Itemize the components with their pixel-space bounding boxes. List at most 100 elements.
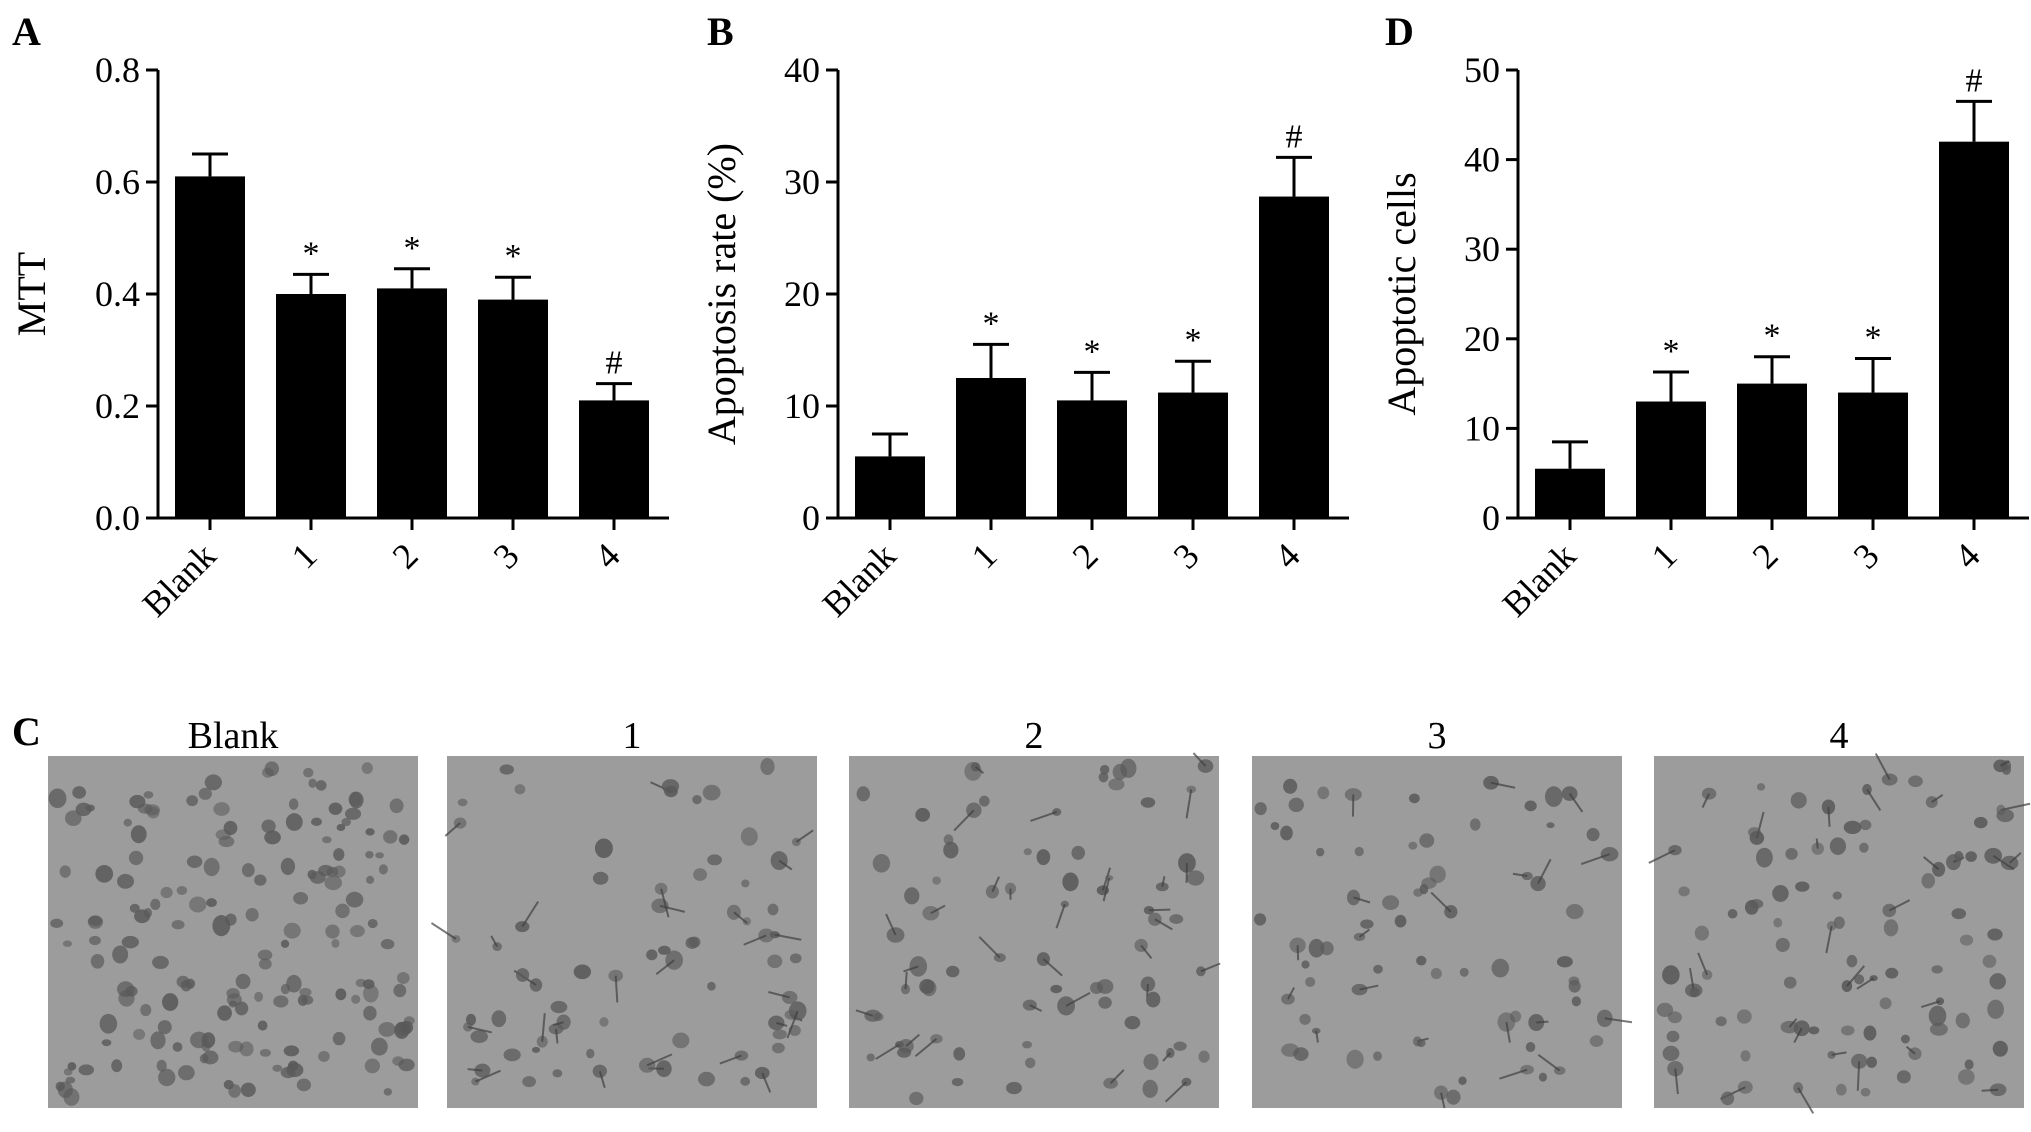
cell-blob — [1992, 1040, 2008, 1057]
cell-process — [1568, 792, 1584, 813]
cell-blob — [1885, 967, 1899, 979]
cell-blob — [349, 791, 364, 809]
cell-process — [1793, 1027, 1803, 1044]
cell-process — [1102, 877, 1111, 902]
cell-blob — [150, 898, 161, 910]
x-tick-label: 3 — [486, 535, 527, 576]
cell-process — [1055, 903, 1066, 929]
cell-process — [1042, 958, 1063, 977]
cell-blob — [1666, 1030, 1680, 1043]
cell-blob — [371, 1037, 388, 1056]
cell-process — [467, 1025, 493, 1034]
cell-blob — [171, 919, 185, 930]
cell-blob — [147, 806, 160, 819]
cell-blob — [383, 1088, 392, 1096]
significance-mark: * — [1084, 333, 1101, 370]
cell-blob — [1662, 965, 1680, 985]
cell-process — [1154, 918, 1173, 931]
y-tick-label: 10 — [1464, 408, 1500, 448]
cell-process — [875, 1043, 901, 1060]
cell-blob — [129, 903, 140, 913]
cell-blob — [1987, 928, 2003, 941]
cell-blob — [1006, 1081, 1022, 1095]
cell-blob — [1556, 956, 1573, 968]
cell-process — [1161, 876, 1166, 887]
cell-blob — [1413, 888, 1423, 897]
bar-blank — [1535, 468, 1605, 518]
cell-blob — [1169, 914, 1184, 924]
cell-blob — [99, 1013, 118, 1034]
cell-blob — [226, 988, 240, 999]
cell-blob — [201, 1040, 211, 1052]
cell-blob — [78, 1064, 94, 1076]
cell-blob — [57, 1081, 73, 1099]
cell-blob — [702, 784, 721, 801]
cell-process — [768, 991, 790, 999]
cell-blob — [364, 1058, 381, 1074]
cell-blob — [129, 794, 146, 809]
cell-blob — [178, 1065, 195, 1081]
cell-blob — [157, 1020, 172, 1035]
cell-blob — [1727, 908, 1738, 919]
micrograph-title: 2 — [1025, 715, 1044, 757]
y-tick-label: 0.2 — [95, 386, 140, 426]
cell-blob — [1955, 1012, 1970, 1029]
cell-blob — [1090, 981, 1104, 995]
cell-blob — [143, 907, 153, 918]
cell-blob — [1316, 847, 1325, 857]
cell-blob — [335, 903, 350, 919]
cell-blob — [288, 798, 299, 810]
cell-blob — [1859, 819, 1872, 831]
cell-blob — [307, 869, 317, 880]
cell-process — [1537, 858, 1552, 885]
significance-mark: # — [606, 345, 623, 382]
cell-blob — [152, 955, 169, 970]
cell-blob — [365, 828, 375, 836]
cell-blob — [351, 994, 361, 1004]
y-tick-label: 0 — [802, 498, 820, 538]
cell-process — [1604, 1017, 1633, 1024]
bar-blank — [855, 456, 925, 518]
cell-blob — [286, 974, 302, 993]
cell-process — [1923, 856, 1940, 871]
cell-blob — [398, 834, 410, 845]
y-axis-title: Apoptotic cells — [1379, 172, 1424, 415]
cell-blob — [491, 1010, 507, 1028]
micrograph-title: Blank — [188, 715, 279, 757]
cell-blob — [1996, 808, 2014, 823]
cell-blob — [1747, 827, 1762, 838]
bar-4 — [579, 400, 649, 518]
cell-blob — [1173, 1041, 1187, 1051]
cell-blob — [1546, 822, 1555, 829]
cell-process — [598, 1070, 606, 1089]
cell-blob — [403, 1016, 415, 1025]
cell-blob — [326, 866, 339, 877]
cell-process — [795, 829, 814, 843]
cell-blob — [904, 887, 920, 905]
cell-blob — [771, 1042, 785, 1054]
cell-process — [930, 904, 946, 915]
cell-blob — [1589, 1035, 1604, 1047]
cell-process — [1140, 944, 1153, 959]
cell-blob — [217, 1005, 232, 1021]
cell-blob — [90, 953, 105, 969]
cell-blob — [186, 855, 203, 868]
cell-process — [475, 1069, 501, 1083]
cell-blob — [1538, 1072, 1547, 1082]
cell-blob — [573, 964, 592, 980]
cell-blob — [1373, 964, 1383, 974]
cell-process — [776, 1021, 788, 1027]
cell-process — [1688, 967, 1695, 991]
cell-blob — [1301, 960, 1310, 969]
cell-blob — [740, 827, 758, 846]
cell-process — [778, 859, 793, 871]
cell-process — [761, 1072, 772, 1093]
cell-process — [430, 922, 457, 940]
cell-blob — [654, 882, 668, 895]
cell-blob — [133, 1028, 146, 1040]
x-tick-label: 2 — [1065, 535, 1106, 576]
cell-blob — [1023, 848, 1032, 856]
cell-process — [1164, 1081, 1188, 1103]
cell-blob — [112, 945, 129, 964]
cell-blob — [1929, 1022, 1948, 1036]
